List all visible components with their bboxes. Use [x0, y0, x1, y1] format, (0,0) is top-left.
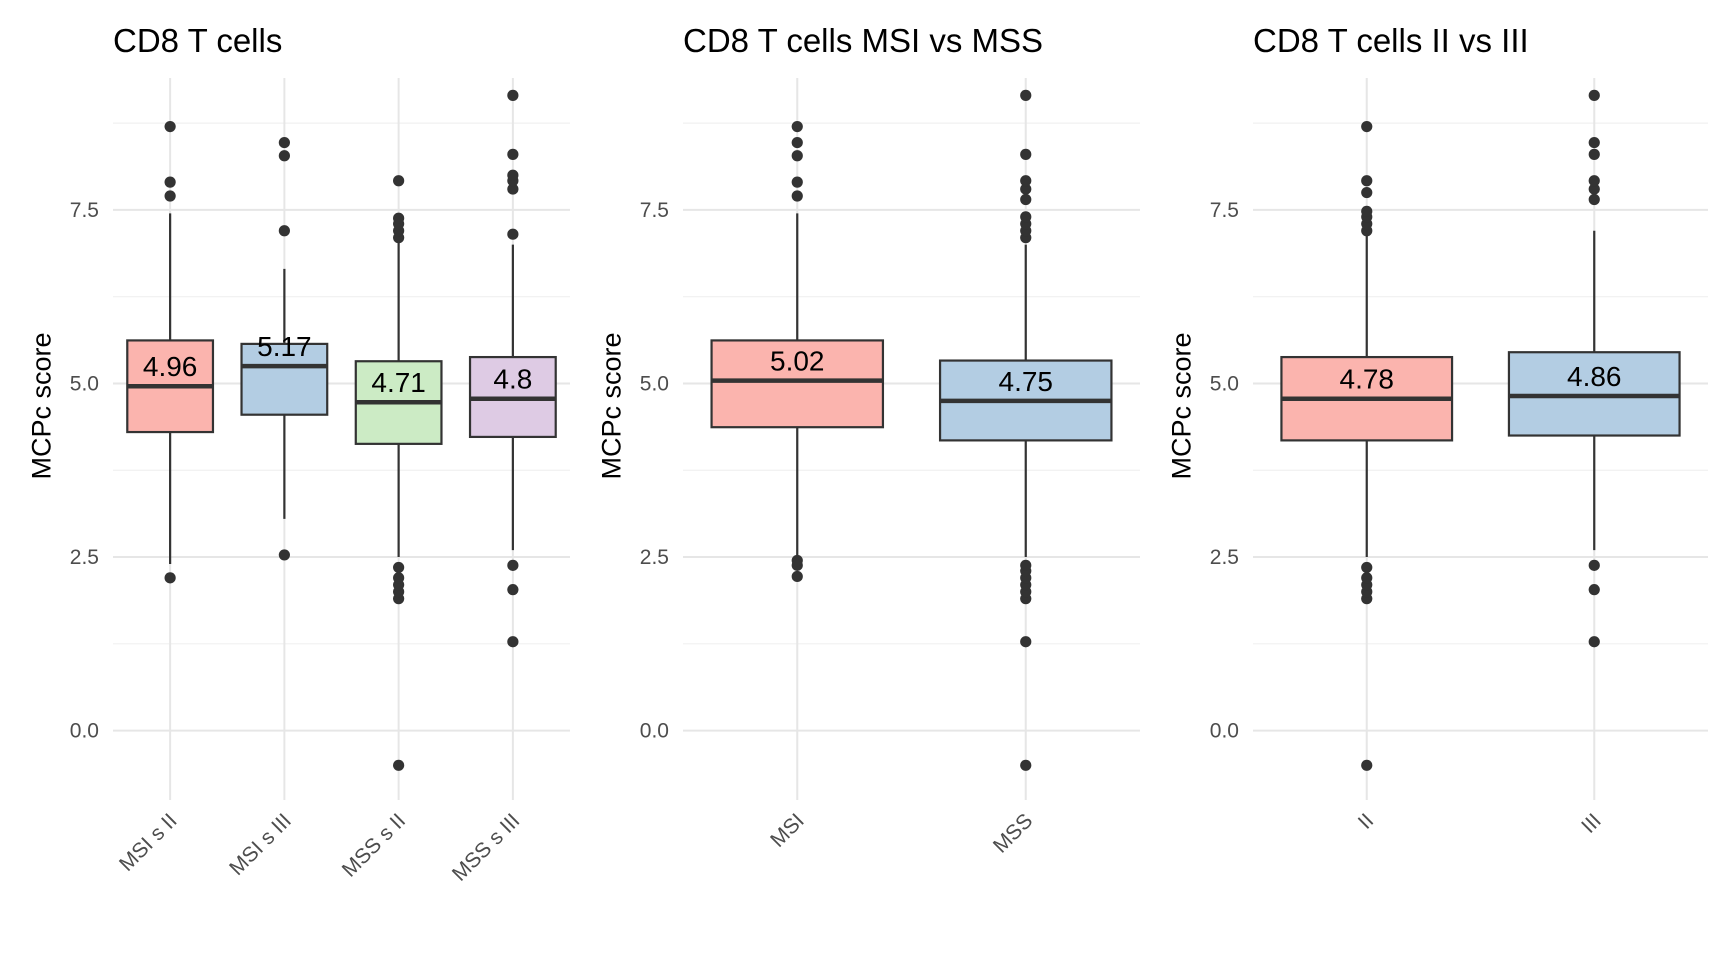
x-tick-label: MSS s III [448, 809, 525, 886]
outlier-point [1020, 559, 1032, 571]
y-tick-label: 0.0 [70, 720, 99, 743]
outlier-point [1020, 193, 1032, 206]
y-tick-label: 5.0 [640, 372, 669, 395]
outlier-point [791, 136, 803, 149]
median-label: 5.02 [770, 346, 825, 377]
outlier-point [393, 175, 405, 187]
outlier-point [507, 559, 519, 571]
boxplot-svg: 0.0 2.5 5.0 7.5 4.78 II 4.86 III [1210, 78, 1708, 838]
chart-panel-2: CD8 T cells MSI vs MSS MCPc score 0.0 2.5… [570, 0, 1146, 960]
y-tick-label: 5.0 [1210, 372, 1239, 395]
y-tick-label: 7.5 [640, 199, 669, 222]
boxplot-svg: 0.0 2.5 5.0 7.5 4.96 MSI s II 5.17 MSI s III 4.7… [70, 78, 570, 886]
outlier-point [791, 554, 803, 567]
boxplot-svg: 0.0 2.5 5.0 7.5 5.02 MSI 4.75 MSS [640, 78, 1140, 858]
median-label: 5.17 [257, 331, 312, 362]
outlier-point [278, 136, 290, 149]
median-label: 4.86 [1567, 361, 1622, 392]
outlier-point [1020, 175, 1032, 187]
outlier-point [1588, 193, 1600, 206]
outlier-point [507, 148, 519, 160]
outlier-point [791, 150, 803, 162]
median-label: 4.8 [493, 364, 532, 395]
y-tick-label: 0.0 [640, 720, 669, 743]
chart-title: CD8 T cells [113, 22, 283, 59]
outlier-point [507, 89, 519, 101]
outlier-point [1361, 120, 1373, 133]
outlier-point [164, 572, 176, 584]
y-tick-label: 2.5 [640, 546, 669, 569]
median-label: 4.96 [143, 351, 198, 382]
outlier-point [507, 183, 519, 195]
outlier-point [1020, 636, 1032, 648]
y-tick-label: 2.5 [70, 546, 99, 569]
box [240, 342, 329, 416]
outlier-point [1361, 205, 1373, 217]
outlier-point [1588, 89, 1600, 101]
outlier-point [1588, 183, 1600, 195]
outlier-point [1588, 559, 1600, 571]
outlier-point [164, 120, 176, 133]
chart-panel-1: CD8 T cells MCPc score 0.0 2.5 5.0 7.5 4.96 M… [0, 0, 576, 960]
median-label: 4.71 [371, 367, 426, 398]
median-label: 4.78 [1340, 364, 1395, 395]
outlier-point [791, 570, 803, 583]
outlier-point [1361, 175, 1373, 187]
y-tick-label: 7.5 [70, 199, 99, 222]
outlier-point [507, 228, 519, 240]
x-tick-label: MSS s II [338, 809, 410, 881]
outlier-point [791, 190, 803, 202]
x-tick-label: III [1577, 809, 1606, 838]
outlier-point [1020, 759, 1032, 771]
outlier-point [393, 572, 405, 584]
x-tick-label: MSI [766, 809, 809, 852]
outlier-point [1588, 148, 1600, 160]
outlier-point [1588, 636, 1600, 648]
outlier-point [393, 212, 405, 224]
outlier-point [791, 176, 803, 188]
outlier-point [1588, 584, 1600, 596]
outlier-point [1361, 561, 1373, 574]
x-tick-label: II [1354, 809, 1379, 834]
outlier-point [164, 190, 176, 202]
x-tick-label: MSI s II [115, 809, 182, 876]
outlier-point [1361, 572, 1373, 584]
outlier-point [1020, 211, 1032, 223]
outlier-point [278, 549, 290, 561]
x-tick-label: MSI s III [225, 809, 296, 880]
outlier-point [507, 636, 519, 648]
y-tick-label: 7.5 [1210, 199, 1239, 222]
chart-panel-3: CD8 T cells II vs III MCPc score 0.0 2.5 5… [1140, 0, 1728, 960]
y-tick-label: 5.0 [70, 372, 99, 395]
box [710, 339, 885, 429]
outlier-point [278, 150, 290, 162]
median-label: 4.75 [999, 366, 1054, 397]
chart-title: CD8 T cells MSI vs MSS [683, 22, 1044, 59]
chart-title: CD8 T cells II vs III [1253, 22, 1529, 59]
outlier-point [164, 176, 176, 188]
outlier-point [1588, 136, 1600, 149]
outlier-point [1588, 175, 1600, 187]
outlier-point [1361, 759, 1373, 771]
outlier-point [393, 759, 405, 771]
x-tick-label: MSS [989, 809, 1037, 857]
outlier-point [393, 561, 405, 574]
y-tick-label: 2.5 [1210, 546, 1239, 569]
outlier-point [1020, 89, 1032, 101]
y-tick-label: 0.0 [1210, 720, 1239, 743]
outlier-point [1361, 186, 1373, 199]
outlier-point [278, 225, 290, 237]
outlier-point [1020, 183, 1032, 195]
outlier-point [507, 584, 519, 596]
outlier-point [791, 120, 803, 133]
outlier-point [507, 169, 519, 181]
outlier-point [1020, 148, 1032, 160]
